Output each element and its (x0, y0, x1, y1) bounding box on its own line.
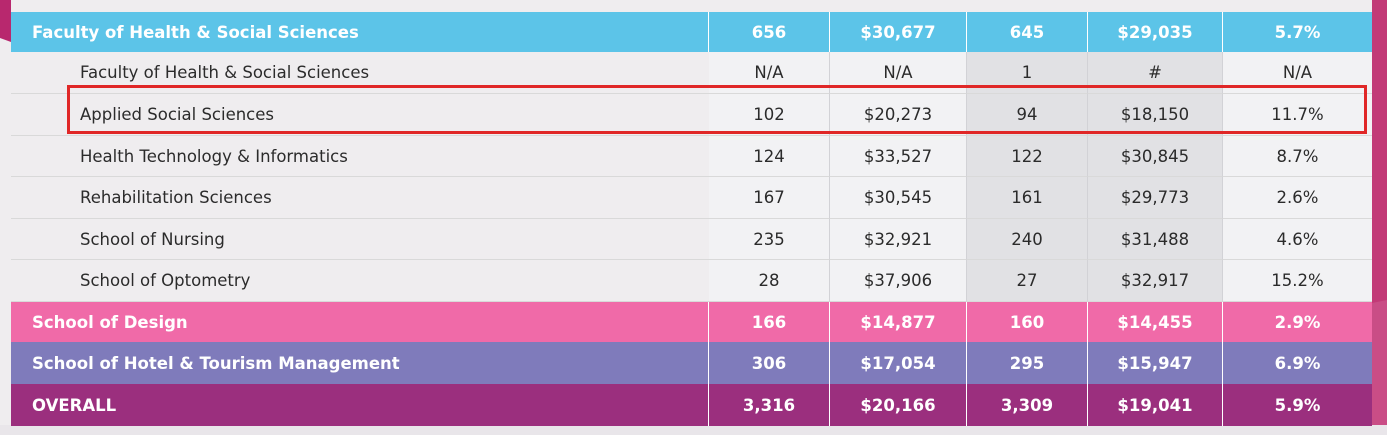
row-value-4: $31,488 (1088, 219, 1223, 260)
overall-value-1: 3,316 (709, 384, 830, 426)
faculty-value-2: $30,677 (830, 12, 967, 52)
row-value-1: 167 (709, 177, 830, 219)
row-value-3: 1 (967, 52, 1088, 94)
row-value-5: 8.7% (1223, 136, 1372, 177)
row-name: School of Nursing (11, 219, 709, 260)
row-value-3: 161 (967, 177, 1088, 219)
hotel-row: School of Hotel & Tourism Management 306… (11, 342, 1372, 384)
faculty-value-3: 645 (967, 12, 1088, 52)
row-value-5: N/A (1223, 52, 1372, 94)
hotel-value-3: 295 (967, 342, 1088, 384)
row-value-4: $18,150 (1088, 94, 1223, 136)
row-value-1: 124 (709, 136, 830, 177)
row-value-2: $33,527 (830, 136, 967, 177)
overall-value-5: 5.9% (1274, 395, 1321, 415)
row-value-3: 27 (967, 260, 1088, 302)
table-row: Health Technology & Informatics 124 $33,… (11, 136, 1372, 177)
overall-value-2: $20,166 (830, 384, 967, 426)
row-value-3: 122 (967, 136, 1088, 177)
hotel-name: School of Hotel & Tourism Management (11, 342, 709, 384)
design-name: School of Design (11, 302, 709, 342)
table-row: Faculty of Health & Social Sciences N/A … (11, 52, 1372, 94)
hotel-value-2: $17,054 (830, 342, 967, 384)
overall-value-4: $19,041 (1088, 384, 1223, 426)
hotel-value-4: $15,947 (1088, 342, 1223, 384)
table-row: Rehabilitation Sciences 167 $30,545 161 … (11, 177, 1372, 219)
row-name: Rehabilitation Sciences (11, 177, 709, 219)
row-value-5: 15.2% (1223, 260, 1372, 302)
overall-name: OVERALL (11, 384, 709, 426)
row-value-2: $32,921 (830, 219, 967, 260)
table-row: School of Nursing 235 $32,921 240 $31,48… (11, 219, 1372, 260)
row-value-1: N/A (709, 52, 830, 94)
row-value-4: $32,917 (1088, 260, 1223, 302)
row-value-1: 102 (709, 94, 830, 136)
row-value-4: $30,845 (1088, 136, 1223, 177)
row-name: Faculty of Health & Social Sciences (11, 52, 709, 94)
row-value-1: 235 (709, 219, 830, 260)
row-value-1: 28 (709, 260, 830, 302)
row-value-4: # (1088, 52, 1223, 94)
row-value-3: 94 (967, 94, 1088, 136)
row-name: Health Technology & Informatics (11, 136, 709, 177)
hotel-value-5: 6.9% (1274, 353, 1321, 373)
row-value-2: $30,545 (830, 177, 967, 219)
faculty-value-5: 5.7% (1274, 22, 1321, 42)
row-name: School of Optometry (11, 260, 709, 302)
faculty-value-4: $29,035 (1088, 12, 1223, 52)
row-value-2: $37,906 (830, 260, 967, 302)
row-value-4: $29,773 (1088, 177, 1223, 219)
design-value-1: 166 (709, 302, 830, 342)
row-value-3: 240 (967, 219, 1088, 260)
row-value-2: $20,273 (830, 94, 967, 136)
faculty-value-1: 656 (709, 12, 830, 52)
table-row: School of Optometry 28 $37,906 27 $32,91… (11, 260, 1372, 302)
hotel-value-1: 306 (709, 342, 830, 384)
row-value-5: 11.7% (1223, 94, 1372, 136)
overall-value-3: 3,309 (967, 384, 1088, 426)
table-row: Applied Social Sciences 102 $20,273 94 $… (11, 94, 1372, 136)
design-value-4: $14,455 (1088, 302, 1223, 342)
row-value-2: N/A (830, 52, 967, 94)
design-value-5: 2.9% (1274, 312, 1321, 332)
row-value-5: 4.6% (1223, 219, 1372, 260)
design-value-3: 160 (967, 302, 1088, 342)
row-value-5: 2.6% (1223, 177, 1372, 219)
design-value-2: $14,877 (830, 302, 967, 342)
overall-row: OVERALL 3,316 $20,166 3,309 $19,041 5.9% (11, 384, 1372, 426)
faculty-name: Faculty of Health & Social Sciences (11, 12, 709, 52)
faculty-header-row: Faculty of Health & Social Sciences 656 … (11, 12, 1372, 52)
row-name: Applied Social Sciences (11, 94, 709, 136)
design-row: School of Design 166 $14,877 160 $14,455… (11, 302, 1372, 342)
